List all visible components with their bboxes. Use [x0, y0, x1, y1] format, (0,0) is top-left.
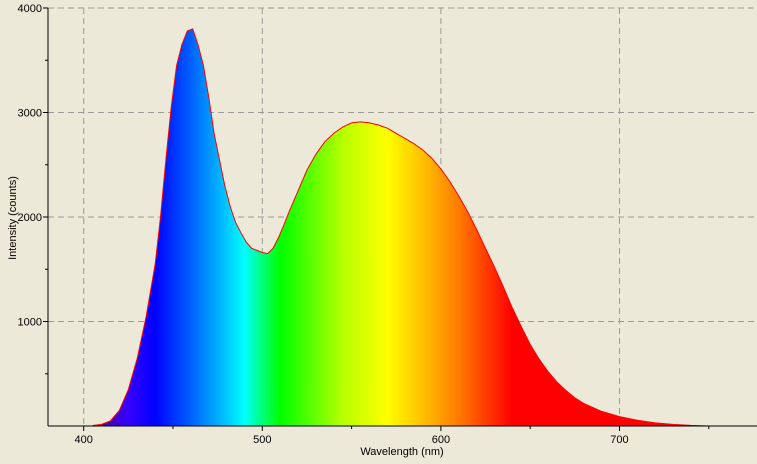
- y-tick-label-1000: 1000: [18, 317, 42, 329]
- x-tick-label-500: 500: [253, 434, 271, 446]
- y-axis-label: Intensity (counts): [7, 176, 19, 260]
- y-tick-label-4000: 4000: [18, 3, 42, 15]
- x-axis-label: Wavelength (nm): [360, 446, 443, 458]
- x-tick-label-600: 600: [432, 434, 450, 446]
- y-axis-ticks: 1000 2000 3000 4000: [18, 3, 48, 375]
- x-axis-ticks: 400 500 600 700: [75, 426, 710, 446]
- y-tick-label-2000: 2000: [18, 212, 42, 224]
- spectrum-area: [92, 28, 709, 427]
- x-tick-label-400: 400: [75, 434, 93, 446]
- spectrum-outline: [92, 28, 709, 427]
- x-tick-label-700: 700: [610, 434, 628, 446]
- y-tick-label-3000: 3000: [18, 108, 42, 120]
